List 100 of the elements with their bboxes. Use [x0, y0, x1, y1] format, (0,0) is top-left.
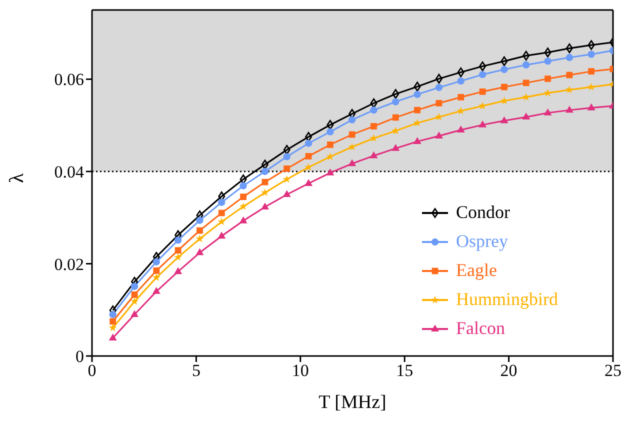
point — [436, 100, 442, 106]
point — [239, 216, 248, 224]
point — [587, 103, 596, 110]
point — [370, 106, 378, 114]
point — [435, 84, 443, 92]
point — [174, 247, 182, 254]
point — [348, 116, 356, 124]
point — [174, 236, 182, 244]
point — [456, 106, 465, 114]
point — [479, 88, 486, 95]
point — [260, 202, 269, 210]
point — [392, 98, 400, 106]
point — [327, 142, 334, 148]
point — [370, 123, 377, 130]
point — [588, 68, 595, 75]
point — [108, 324, 117, 332]
legend-label: Eagle — [456, 259, 497, 282]
y-tick-label: 0.04 — [54, 162, 84, 182]
point — [565, 106, 574, 113]
point — [326, 168, 334, 176]
point — [501, 84, 508, 90]
point — [130, 282, 138, 290]
point — [196, 234, 204, 242]
point — [566, 54, 574, 62]
point — [152, 273, 160, 281]
point — [218, 210, 225, 216]
point — [522, 50, 530, 61]
point — [240, 194, 246, 200]
point — [456, 126, 465, 132]
point — [544, 108, 552, 116]
point — [566, 72, 573, 78]
point — [458, 94, 464, 100]
point — [544, 48, 552, 58]
point — [304, 163, 313, 171]
point — [218, 218, 226, 226]
point — [110, 318, 116, 325]
x-tick-label: 10 — [292, 361, 309, 380]
point — [326, 120, 334, 130]
point — [522, 61, 530, 68]
point — [522, 112, 530, 120]
point — [370, 98, 378, 108]
legend-label: Condor — [456, 201, 510, 224]
point — [414, 90, 421, 98]
point — [283, 153, 290, 160]
point — [392, 114, 399, 121]
point — [500, 96, 508, 104]
point — [413, 137, 422, 144]
point — [305, 153, 312, 160]
point — [240, 182, 247, 190]
point — [131, 291, 138, 298]
point — [392, 89, 400, 99]
legend-label: Falcon — [456, 317, 505, 340]
x-tick-label: 15 — [396, 361, 414, 380]
point — [284, 166, 290, 172]
point — [435, 74, 442, 84]
point — [500, 56, 508, 66]
point — [434, 132, 443, 138]
x-tick-label: 25 — [604, 361, 622, 380]
point — [414, 82, 421, 92]
x-tick-label: 0 — [88, 361, 96, 380]
point — [588, 50, 595, 58]
point — [348, 131, 356, 138]
point — [174, 253, 182, 261]
point — [282, 190, 291, 198]
point — [218, 198, 226, 206]
point — [174, 267, 182, 274]
point — [544, 76, 551, 82]
point — [457, 67, 464, 78]
point — [544, 88, 552, 96]
point — [130, 297, 139, 305]
y-tick-label: 0 — [76, 347, 84, 366]
point — [392, 144, 400, 151]
point — [304, 179, 313, 186]
point — [566, 43, 573, 54]
point — [370, 151, 378, 158]
point — [153, 267, 160, 274]
point — [239, 202, 248, 210]
point — [500, 66, 508, 74]
point — [478, 120, 487, 128]
point — [522, 92, 530, 101]
point — [326, 152, 334, 160]
y-axis-title: λ — [6, 173, 28, 183]
y-tick-label: 0.02 — [54, 254, 84, 274]
point — [587, 82, 596, 90]
point — [326, 128, 334, 136]
point — [152, 258, 160, 266]
point — [262, 178, 268, 186]
point — [479, 61, 486, 72]
point — [196, 216, 204, 224]
point — [196, 248, 204, 256]
point — [544, 58, 552, 65]
point — [304, 140, 312, 147]
point — [348, 159, 356, 166]
point — [588, 40, 595, 50]
point — [261, 168, 269, 176]
x-tick-label: 20 — [500, 361, 518, 380]
legend-label: Hummingbird — [456, 288, 558, 311]
point — [109, 310, 116, 318]
legend-label: Osprey — [456, 230, 508, 253]
point — [108, 334, 117, 341]
